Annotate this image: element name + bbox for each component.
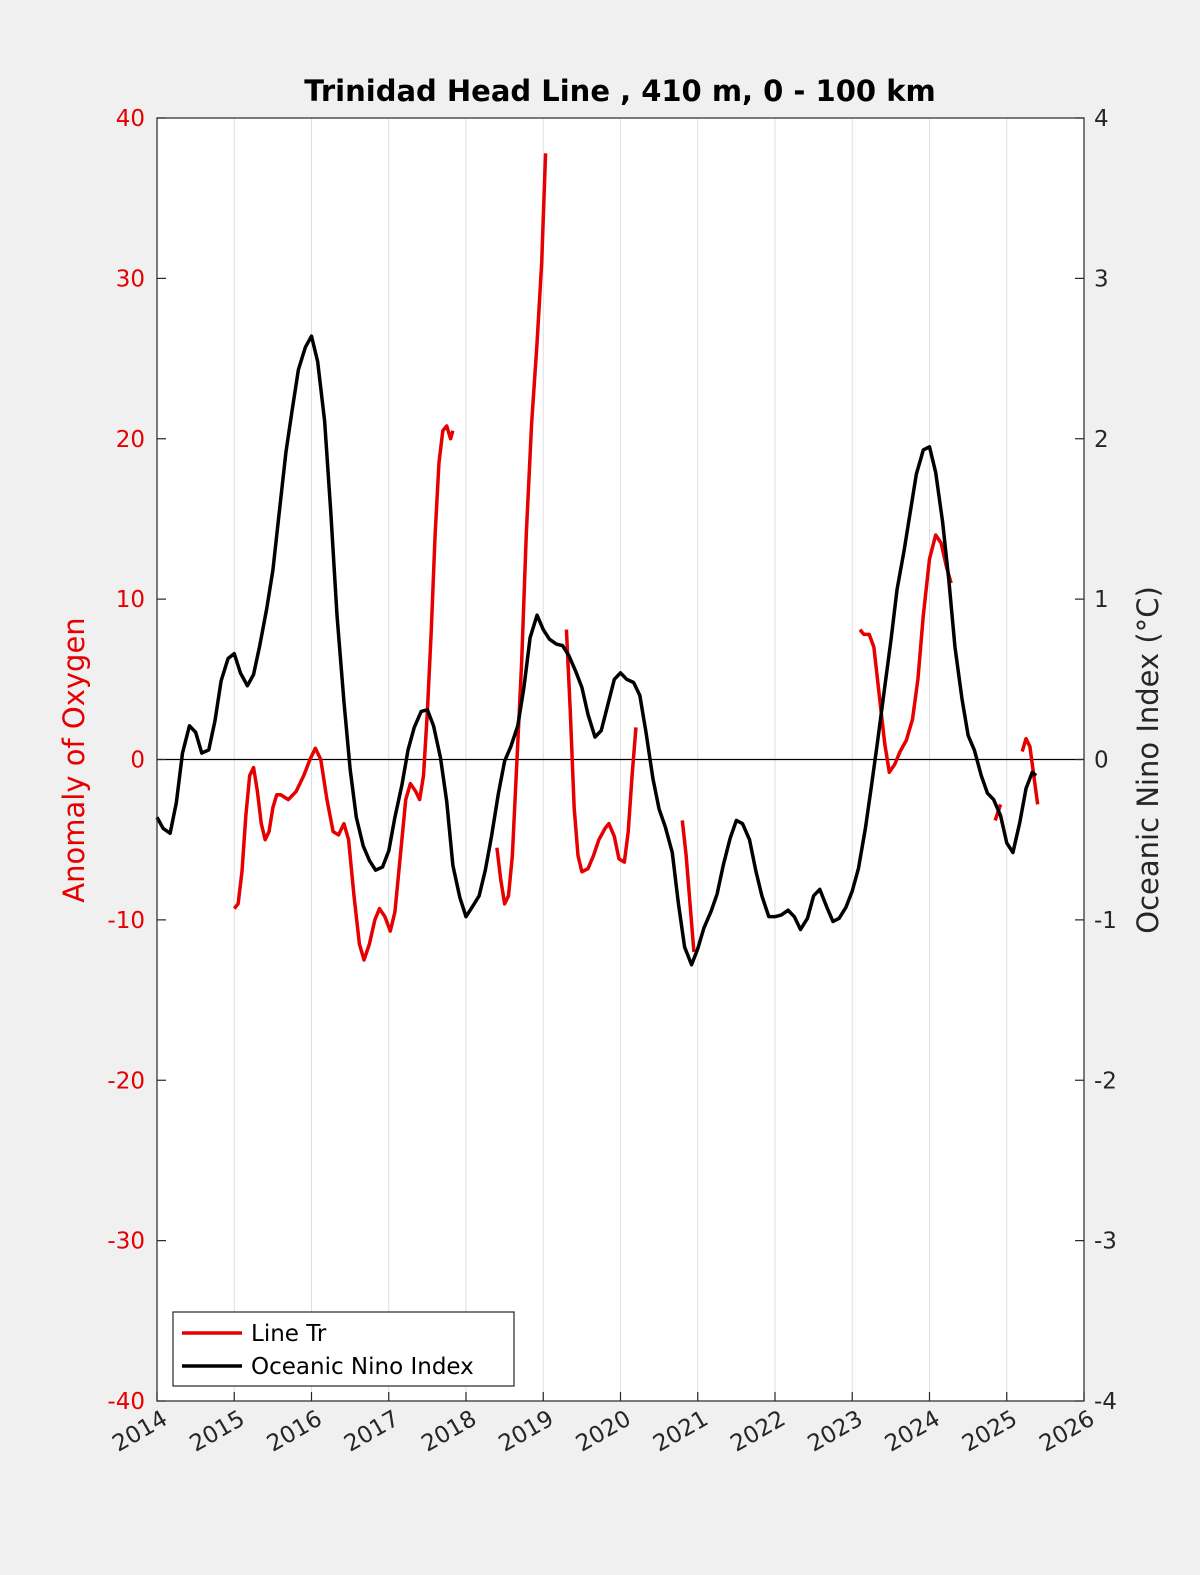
legend: Line Tr Oceanic Nino Index [172,1311,515,1387]
series-line-tr-segment-3 [564,629,638,874]
right-tick-label--3: -3 [1094,1229,1117,1255]
right-tick-label-0: 0 [1094,748,1109,774]
x-tick-label-2026: 2026 [1035,1406,1099,1458]
left-tick-label--20: -20 [107,1068,145,1094]
right-tick-label-1: 1 [1094,587,1109,613]
series-line-tr-segment-4 [680,820,696,953]
x-tick-label-2021: 2021 [649,1406,713,1458]
x-tick-label-2023: 2023 [804,1406,868,1458]
left-axis-ticks: 40 30 20 10 0 -10 -20 -30 -40 [107,106,166,1415]
right-axis-label: Oceanic Nino Index (°C) [1131,586,1165,934]
right-tick-label--2: -2 [1094,1068,1117,1094]
left-tick-label-30: 30 [116,266,145,292]
legend-label-oni: Oceanic Nino Index [251,1354,474,1380]
left-tick-label--30: -30 [107,1229,145,1255]
series-line-tr-segment-1 [232,424,455,962]
x-tick-label-2025: 2025 [958,1406,1022,1458]
legend-label-line-tr: Line Tr [251,1321,327,1347]
x-tick-label-2020: 2020 [572,1406,636,1458]
left-tick-label-40: 40 [116,106,145,132]
right-tick-label-3: 3 [1094,266,1109,292]
legend-box [172,1311,515,1387]
left-tick-label-10: 10 [116,587,145,613]
series-line-tr-segment-7 [1020,736,1040,805]
x-tick-label-2016: 2016 [263,1406,327,1458]
chart-title: Trinidad Head Line , 410 m, 0 - 100 km [304,74,935,108]
left-tick-label--10: -10 [107,908,145,934]
right-axis-ticks: 4 3 2 1 0 -1 -2 -3 -4 [1075,106,1117,1415]
x-tick-label-2017: 2017 [340,1406,404,1458]
x-tick-label-2024: 2024 [881,1406,945,1458]
right-tick-label--4: -4 [1094,1389,1117,1415]
x-tick-label-2018: 2018 [417,1406,481,1458]
left-tick-label-0: 0 [130,748,145,774]
series-layer [155,153,1040,967]
x-tick-label-2022: 2022 [726,1406,790,1458]
left-tick-label--40: -40 [107,1389,145,1415]
right-tick-label-2: 2 [1094,427,1109,453]
x-axis-ticks: 2014 2015 2016 2017 2018 2019 2020 2021 2022 2023… [108,1392,1099,1457]
right-tick-label--1: -1 [1094,908,1117,934]
right-tick-label-4: 4 [1094,106,1109,132]
series-line-tr-segment-5 [858,533,953,775]
left-tick-label-20: 20 [116,427,145,453]
left-axis-label: Anomaly of Oxygen [57,617,91,902]
x-tick-label-2019: 2019 [495,1406,559,1458]
x-tick-label-2015: 2015 [186,1406,250,1458]
series-oceanic-nino-index-segment-1 [155,334,1038,967]
